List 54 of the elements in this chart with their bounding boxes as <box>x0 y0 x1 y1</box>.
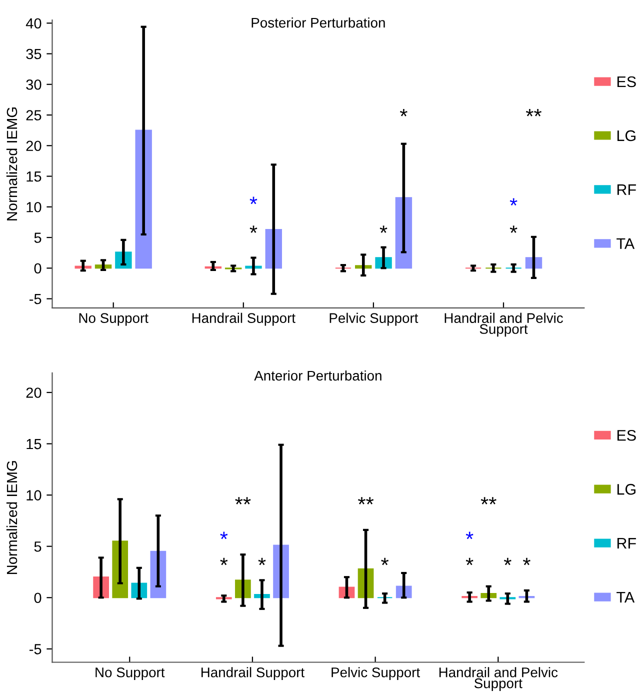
x-tick-label: No Support <box>79 313 148 326</box>
annotation: * <box>504 558 512 566</box>
x-tick-label: Pelvic Support <box>332 667 420 680</box>
x-tick-label: Handrail Support <box>201 667 304 680</box>
annotation: * <box>466 558 474 566</box>
y-axis-title: Normalized IEMG <box>6 461 18 574</box>
x-tick-label: Handrail and Pelvic Support <box>439 667 558 691</box>
y-tick-label: 10 <box>26 202 42 212</box>
annotation: ** <box>358 497 374 504</box>
annotation: * <box>381 558 389 566</box>
y-tick-label: 20 <box>26 388 42 398</box>
legend-label: RF <box>617 538 636 549</box>
x-tick-label: Handrail Support <box>192 312 296 326</box>
y-tick-label: 15 <box>26 439 42 450</box>
chart-title: Posterior Perturbation <box>252 17 385 28</box>
y-tick-label: 0 <box>34 592 42 604</box>
annotation: * <box>510 198 518 206</box>
annotation: * <box>510 226 518 233</box>
legend-label: RF <box>617 184 636 195</box>
x-tick-label: Handrail and Pelvic Support <box>444 312 563 337</box>
legend-label: TA <box>616 238 635 249</box>
y-tick-label: 5 <box>34 542 42 552</box>
y-tick-label: -5 <box>30 294 42 304</box>
y-tick-label: 10 <box>26 490 42 500</box>
annotation: * <box>258 558 266 566</box>
annotation: * <box>400 109 408 116</box>
y-tick-label: 15 <box>26 172 42 182</box>
y-tick-label: 5 <box>34 232 42 243</box>
annotation: * <box>250 226 258 233</box>
annotation: * <box>380 226 388 233</box>
annotation: * <box>220 532 228 540</box>
annotation: * <box>522 558 530 566</box>
annotation: ** <box>526 109 542 116</box>
x-tick-label: Pelvic Support <box>330 312 418 326</box>
y-tick-label: -5 <box>30 644 42 654</box>
chart-title: Anterior Perturbation <box>254 370 382 381</box>
y-tick-label: 20 <box>26 140 42 152</box>
annotation: * <box>250 196 258 204</box>
x-tick-label: No Support <box>96 667 165 680</box>
annotation: * <box>220 558 228 566</box>
annotation: ** <box>480 497 496 504</box>
y-axis-title: Normalized IEMG <box>6 108 18 220</box>
legend-label: TA <box>616 592 635 603</box>
y-tick-label: 35 <box>26 48 42 60</box>
y-tick-label: 25 <box>26 110 42 120</box>
y-tick-label: 40 <box>26 18 42 29</box>
y-tick-label: 0 <box>34 263 42 274</box>
annotation: ** <box>235 497 251 504</box>
legend-label: ES <box>617 430 636 441</box>
legend-label: LG <box>617 484 636 495</box>
y-tick-label: 30 <box>26 79 42 90</box>
legend-label: ES <box>617 76 636 88</box>
legend-label: LG <box>617 130 636 142</box>
annotation: * <box>466 532 474 540</box>
